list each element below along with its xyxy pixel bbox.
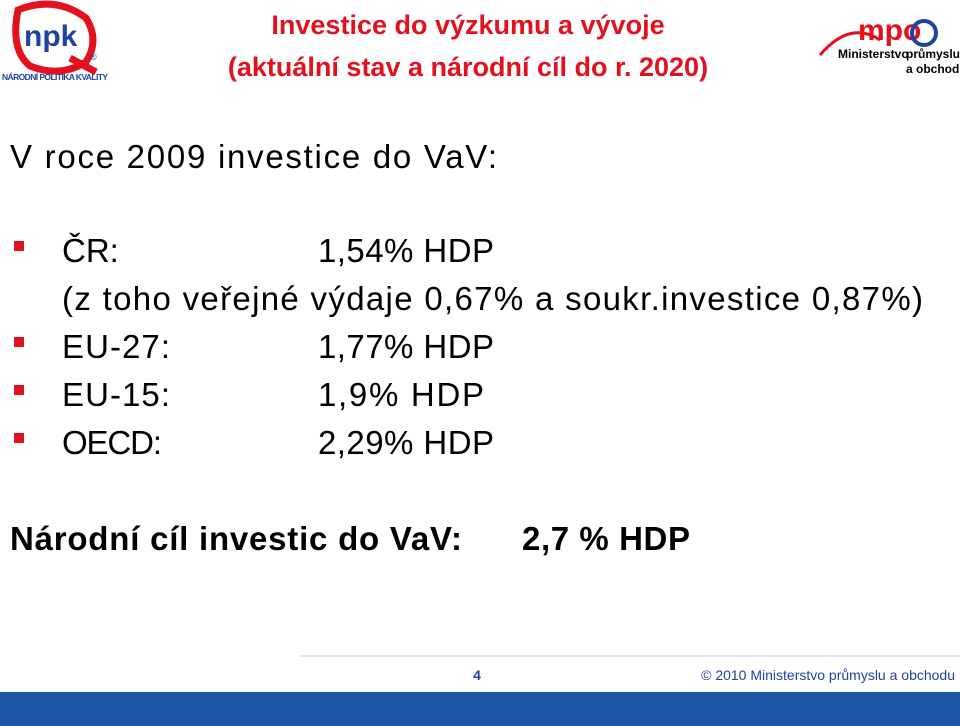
item-value: 1,54% HDP [318, 232, 494, 269]
page-number: 4 [473, 667, 481, 683]
logo-ring [12, 0, 97, 75]
bullet [14, 337, 24, 347]
item-value: 2,29% HDP [318, 424, 494, 461]
logo-line: průmyslu [906, 47, 960, 61]
item-note: (z toho veřejné výdaje 0,67% a soukr.inv… [62, 280, 923, 317]
mpo-logo: mpo Ministerstvo průmyslu a obchodu [818, 14, 960, 76]
intro: V roce 2009 investice do VaV: [10, 138, 497, 175]
logo-circle [910, 19, 938, 47]
logo-mark: npk [24, 20, 78, 53]
target-label: Národní cíl investic do VaV: [10, 520, 462, 557]
bullets [14, 241, 24, 443]
copyright: © 2010 Ministerstvo průmyslu a obchodu [701, 667, 955, 683]
item-label: OECD: [62, 424, 162, 461]
npk-logo: npk ® NÁRODNÍ POLITIKA KVALITY [2, 0, 108, 82]
logo-registered: ® [90, 52, 97, 62]
logo-line: a obchodu [906, 62, 960, 76]
item-value: 1,9% HDP [318, 376, 484, 413]
logo-arc [818, 31, 881, 56]
logo-line: Ministerstvo [838, 47, 909, 61]
title: Investice do výzkumu a vývoje [271, 10, 664, 40]
footer-band [0, 692, 960, 726]
item-label: EU-15: [62, 376, 170, 413]
target-value: 2,7 % HDP [522, 520, 690, 557]
bullet [14, 385, 24, 395]
item-label: ČR: [62, 232, 119, 269]
bullet [14, 433, 24, 443]
logo-tail [68, 54, 98, 76]
subtitle: (aktuální stav a národní cíl do r. 2020) [228, 52, 708, 82]
logo-caption: NÁRODNÍ POLITIKA KVALITY [2, 72, 108, 82]
item-value: 1,77% HDP [318, 328, 494, 365]
bullet [14, 241, 24, 251]
item-label: EU-27: [62, 328, 170, 365]
